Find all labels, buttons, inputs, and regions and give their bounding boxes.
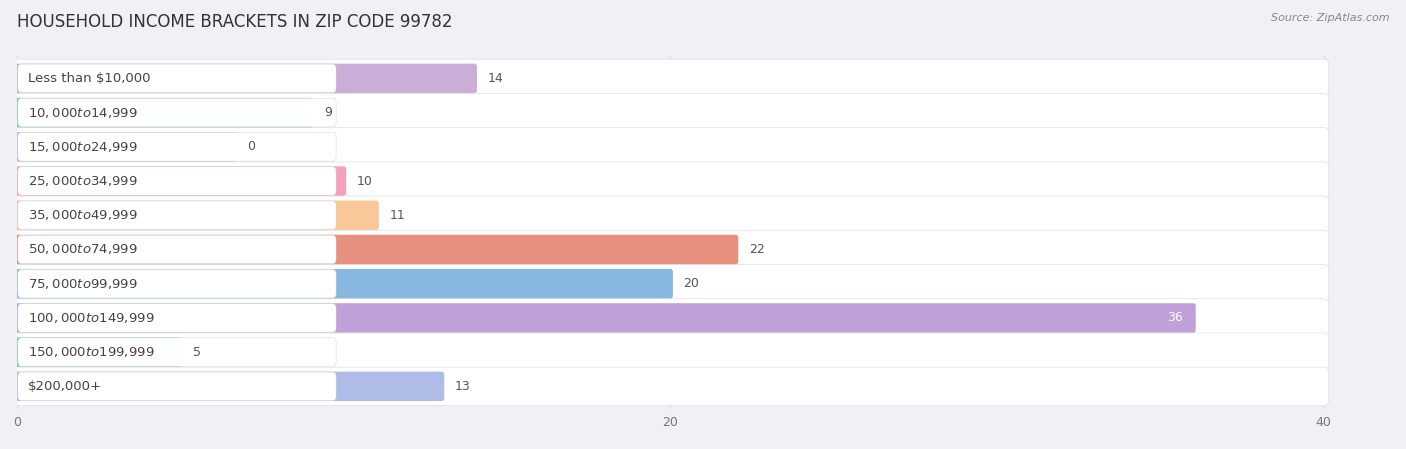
Text: $35,000 to $49,999: $35,000 to $49,999 [28, 208, 138, 222]
Text: $150,000 to $199,999: $150,000 to $199,999 [28, 345, 155, 359]
Text: $50,000 to $74,999: $50,000 to $74,999 [28, 242, 138, 256]
Text: $75,000 to $99,999: $75,000 to $99,999 [28, 277, 138, 291]
FancyBboxPatch shape [18, 338, 336, 366]
Text: 22: 22 [749, 243, 765, 256]
Text: $15,000 to $24,999: $15,000 to $24,999 [28, 140, 138, 154]
FancyBboxPatch shape [18, 132, 336, 161]
FancyBboxPatch shape [14, 337, 183, 367]
FancyBboxPatch shape [18, 235, 336, 264]
FancyBboxPatch shape [13, 196, 1329, 234]
Text: 0: 0 [247, 140, 256, 153]
FancyBboxPatch shape [13, 367, 1329, 405]
FancyBboxPatch shape [13, 59, 1329, 97]
Text: 10: 10 [357, 175, 373, 188]
FancyBboxPatch shape [18, 304, 336, 332]
Text: $200,000+: $200,000+ [28, 380, 103, 393]
FancyBboxPatch shape [14, 132, 236, 162]
FancyBboxPatch shape [14, 166, 346, 196]
Text: 20: 20 [683, 277, 699, 290]
Text: 14: 14 [488, 72, 503, 85]
FancyBboxPatch shape [14, 98, 314, 128]
Text: $10,000 to $14,999: $10,000 to $14,999 [28, 106, 138, 119]
FancyBboxPatch shape [18, 167, 336, 195]
Text: 5: 5 [193, 346, 201, 359]
FancyBboxPatch shape [18, 201, 336, 229]
Text: 36: 36 [1167, 312, 1184, 325]
FancyBboxPatch shape [13, 128, 1329, 166]
FancyBboxPatch shape [14, 201, 378, 230]
Text: 13: 13 [454, 380, 471, 393]
FancyBboxPatch shape [14, 64, 477, 93]
FancyBboxPatch shape [13, 230, 1329, 269]
FancyBboxPatch shape [18, 269, 336, 298]
Text: 9: 9 [323, 106, 332, 119]
Text: Source: ZipAtlas.com: Source: ZipAtlas.com [1271, 13, 1389, 23]
Text: HOUSEHOLD INCOME BRACKETS IN ZIP CODE 99782: HOUSEHOLD INCOME BRACKETS IN ZIP CODE 99… [17, 13, 453, 31]
FancyBboxPatch shape [18, 98, 336, 127]
FancyBboxPatch shape [13, 299, 1329, 337]
FancyBboxPatch shape [13, 162, 1329, 200]
Text: $25,000 to $34,999: $25,000 to $34,999 [28, 174, 138, 188]
FancyBboxPatch shape [14, 372, 444, 401]
Text: $100,000 to $149,999: $100,000 to $149,999 [28, 311, 155, 325]
FancyBboxPatch shape [13, 93, 1329, 132]
FancyBboxPatch shape [14, 269, 673, 299]
FancyBboxPatch shape [13, 264, 1329, 303]
FancyBboxPatch shape [13, 333, 1329, 371]
FancyBboxPatch shape [18, 372, 336, 401]
Text: Less than $10,000: Less than $10,000 [28, 72, 150, 85]
FancyBboxPatch shape [18, 64, 336, 92]
FancyBboxPatch shape [14, 235, 738, 264]
Text: 11: 11 [389, 209, 405, 222]
FancyBboxPatch shape [14, 303, 1195, 333]
